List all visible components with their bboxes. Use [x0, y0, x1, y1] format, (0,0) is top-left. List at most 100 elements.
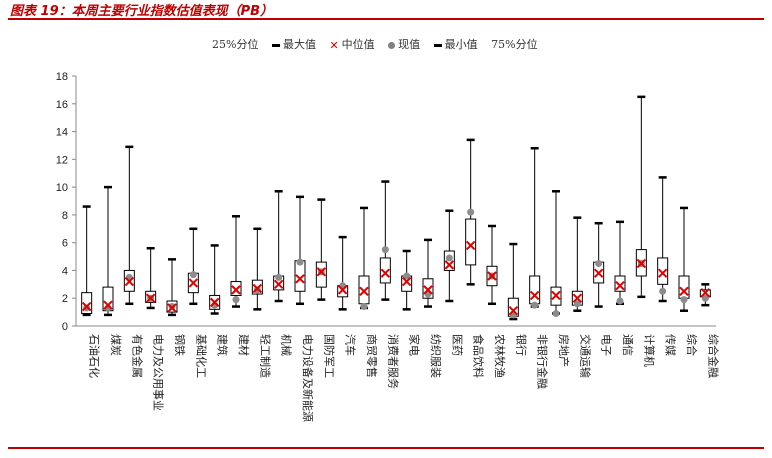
legend-max: 最大值	[271, 38, 316, 51]
x-tick-label: 电力设备及新能源	[301, 334, 315, 422]
median-mark	[465, 240, 476, 251]
median-mark	[401, 276, 412, 287]
y-tick-label: 0	[62, 321, 68, 333]
median-mark	[700, 287, 711, 298]
median-mark	[679, 286, 689, 296]
current-value-dot	[275, 273, 283, 281]
current-value-dot	[467, 208, 475, 216]
y-tick-label: 18	[56, 71, 68, 83]
x-tick-label: 传媒	[664, 334, 677, 356]
median-mark	[252, 283, 263, 294]
median-mark	[444, 260, 455, 270]
median-mark	[209, 297, 220, 308]
median-mark	[423, 285, 433, 295]
x-tick-label: 纺织服装	[429, 334, 443, 378]
x-tick-label: 非银行金融	[536, 334, 550, 389]
x-tick-label: 电力及公用事业	[152, 334, 165, 411]
y-tick-label: 4	[62, 265, 68, 277]
iqr-box	[614, 275, 626, 292]
current-value-dot	[573, 300, 581, 308]
x-tick-label: 农林牧渔	[493, 334, 507, 378]
x-tick-label: 建材	[237, 334, 251, 356]
current-value-dot	[189, 271, 197, 279]
current-value-dot	[232, 296, 240, 304]
x-tick-label: 建筑	[216, 334, 230, 356]
x-tick-label: 家电	[408, 334, 422, 356]
median-mark	[615, 281, 625, 291]
dot-marker-icon	[388, 41, 396, 49]
median-mark	[273, 279, 284, 290]
current-value-dot	[403, 272, 411, 280]
x-tick-label: 钢铁	[173, 334, 186, 356]
current-value-dot	[701, 294, 709, 302]
y-tick-label: 14	[56, 127, 68, 139]
current-value-dot	[381, 246, 389, 254]
x-marker-icon: ✕	[329, 38, 339, 52]
legend-current: 现值	[388, 38, 420, 51]
x-tick-label: 综合	[685, 334, 699, 356]
x-tick-label: 煤炭	[109, 334, 122, 356]
legend-q75: 75%分位	[491, 38, 538, 51]
min-marker-icon	[433, 43, 442, 47]
x-tick-label: 有色金属	[130, 334, 144, 378]
median-mark	[551, 290, 561, 301]
x-tick-label: 机械	[280, 334, 294, 356]
current-value-dot	[531, 301, 539, 309]
x-tick-label: 电子	[600, 334, 613, 356]
median-mark	[359, 286, 369, 296]
median-mark	[145, 293, 156, 303]
x-tick-label: 通信	[621, 334, 634, 356]
current-value-dot	[680, 296, 688, 304]
median-mark	[657, 268, 668, 278]
median-mark	[487, 271, 497, 281]
median-mark	[231, 285, 241, 295]
x-tick-label: 医药	[450, 334, 463, 356]
x-tick-label: 国防军工	[322, 334, 336, 378]
max-marker-icon	[271, 43, 280, 47]
median-mark	[316, 267, 327, 277]
current-value-dot	[296, 258, 304, 266]
x-tick-label: 轻工制造	[258, 334, 272, 378]
x-tick-label: 房地产	[557, 334, 571, 367]
x-tick-label: 综合金融	[706, 334, 720, 378]
chart-title: 图表 19：本周主要行业指数估值表现（PB）	[10, 4, 274, 19]
x-tick-label: 银行	[514, 334, 528, 356]
x-tick-label: 基础化工	[194, 334, 208, 378]
y-tick-label: 16	[56, 99, 68, 111]
x-tick-label: 石油石化	[88, 334, 102, 378]
current-value-dot	[445, 254, 453, 262]
median-mark	[188, 278, 199, 288]
current-value-dot	[552, 310, 560, 317]
current-value-dot	[659, 287, 667, 295]
median-mark	[295, 274, 305, 284]
x-tick-label: 交通运输	[578, 334, 592, 378]
bottom-rule	[8, 447, 764, 449]
median-mark	[167, 303, 177, 313]
iqr-box	[81, 292, 93, 314]
legend: 25%分位 最大值 ✕ 中位值 现值 最小值 75%分位	[212, 36, 548, 52]
median-mark	[124, 276, 135, 287]
current-value-dot	[595, 260, 603, 267]
x-tick-label: 汽车	[344, 334, 358, 356]
median-mark	[508, 306, 519, 316]
median-mark	[103, 300, 113, 310]
legend-median: ✕ 中位值	[329, 38, 375, 52]
y-tick-label: 8	[62, 210, 68, 222]
median-mark	[636, 258, 647, 269]
legend-q25: 25%分位	[212, 38, 259, 51]
median-mark	[81, 301, 92, 312]
y-tick-label: 6	[62, 238, 68, 250]
current-value-dot	[360, 303, 368, 311]
median-mark	[572, 293, 583, 303]
median-mark	[337, 285, 348, 295]
iqr-box	[379, 257, 391, 284]
current-value-dot	[616, 297, 624, 305]
title-rule	[8, 18, 764, 20]
y-tick-label: 2	[62, 293, 68, 305]
median-mark	[593, 268, 604, 278]
x-tick-label: 商贸零售	[365, 334, 379, 378]
iqr-box	[465, 218, 477, 266]
x-tick-label: 食品饮料	[472, 334, 486, 378]
x-tick-label: 计算机	[642, 334, 656, 367]
